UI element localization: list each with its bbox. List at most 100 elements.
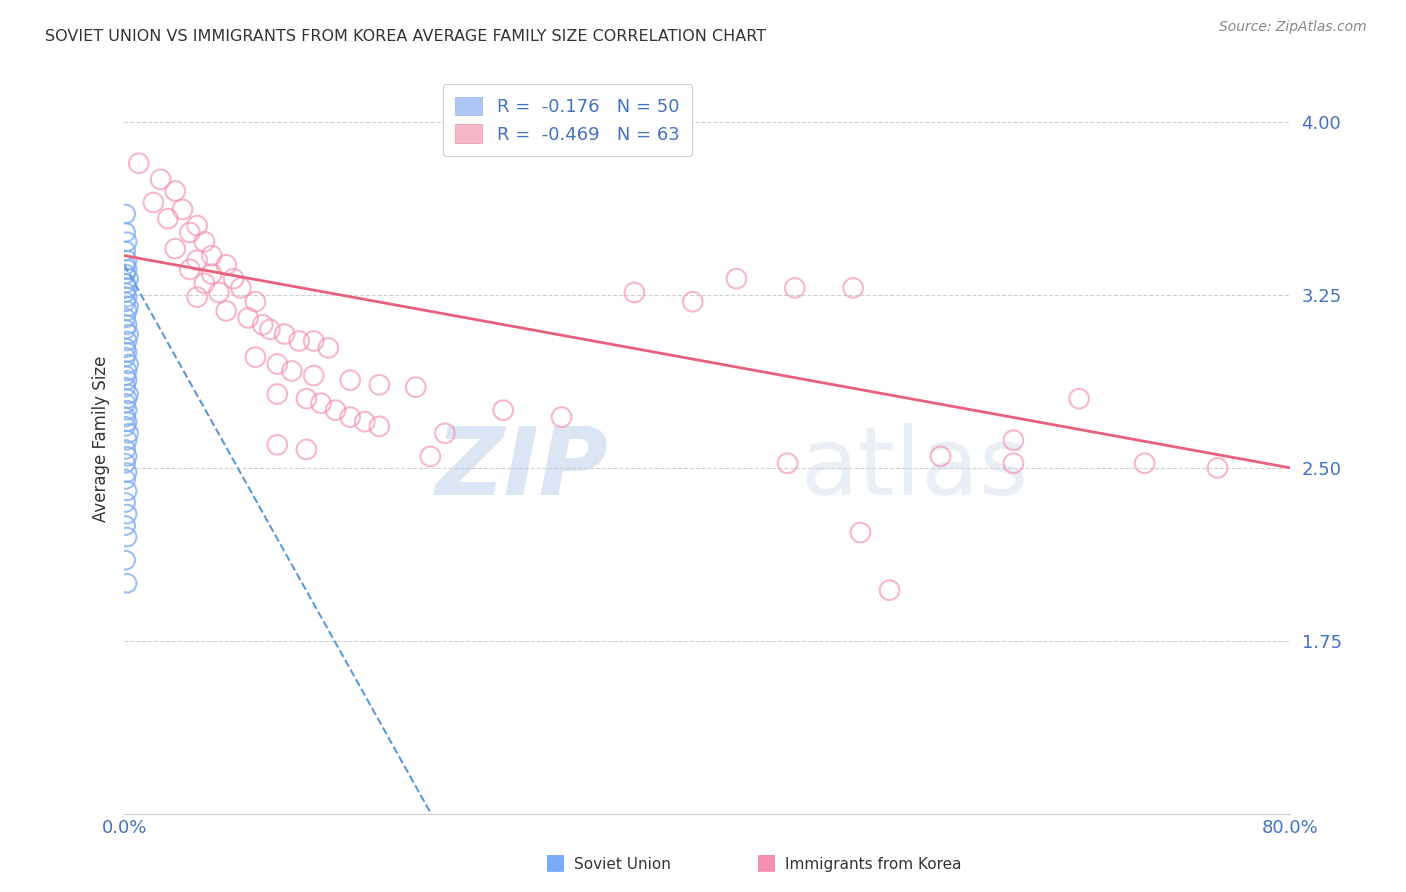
Point bbox=[115, 290, 138, 304]
Point bbox=[115, 373, 138, 387]
Point bbox=[114, 419, 136, 434]
Point bbox=[165, 242, 187, 256]
Point bbox=[149, 172, 172, 186]
Point bbox=[114, 341, 136, 355]
Point bbox=[725, 271, 748, 285]
Point bbox=[179, 262, 201, 277]
Text: Immigrants from Korea: Immigrants from Korea bbox=[785, 857, 962, 872]
Point bbox=[114, 456, 136, 470]
Point bbox=[115, 433, 138, 447]
Point bbox=[405, 380, 427, 394]
Point bbox=[419, 450, 441, 464]
Legend: R =  -0.176   N = 50, R =  -0.469   N = 63: R = -0.176 N = 50, R = -0.469 N = 63 bbox=[443, 85, 692, 156]
Point bbox=[172, 202, 194, 217]
Point bbox=[849, 525, 872, 540]
Point bbox=[295, 392, 318, 406]
Point bbox=[114, 267, 136, 281]
Point bbox=[245, 350, 267, 364]
Point bbox=[128, 156, 150, 170]
Point bbox=[114, 368, 136, 383]
Point bbox=[156, 211, 179, 226]
Point bbox=[1133, 456, 1156, 470]
Point bbox=[114, 410, 136, 425]
Point bbox=[302, 368, 325, 383]
Point bbox=[165, 184, 187, 198]
Point bbox=[295, 442, 318, 457]
Point bbox=[215, 304, 238, 318]
Point bbox=[215, 258, 238, 272]
Point bbox=[368, 377, 391, 392]
Point bbox=[201, 249, 224, 263]
Point bbox=[1002, 433, 1025, 447]
Point bbox=[1206, 461, 1229, 475]
Point bbox=[842, 281, 865, 295]
Point bbox=[266, 357, 288, 371]
Point bbox=[201, 267, 224, 281]
Point bbox=[302, 334, 325, 348]
Point bbox=[339, 373, 361, 387]
Point bbox=[245, 294, 267, 309]
Point bbox=[115, 450, 138, 464]
Point bbox=[115, 415, 138, 429]
Point bbox=[115, 507, 138, 521]
Text: atlas: atlas bbox=[800, 423, 1029, 515]
Point bbox=[117, 326, 139, 341]
Point bbox=[682, 294, 704, 309]
Point bbox=[114, 277, 136, 291]
Point bbox=[114, 350, 136, 364]
Point bbox=[266, 387, 288, 401]
Text: Source: ZipAtlas.com: Source: ZipAtlas.com bbox=[1219, 20, 1367, 34]
Point bbox=[115, 345, 138, 359]
Point bbox=[368, 419, 391, 434]
Point bbox=[550, 410, 572, 425]
Point bbox=[229, 281, 252, 295]
Point bbox=[115, 262, 138, 277]
Point bbox=[115, 530, 138, 544]
Text: SOVIET UNION VS IMMIGRANTS FROM KOREA AVERAGE FAMILY SIZE CORRELATION CHART: SOVIET UNION VS IMMIGRANTS FROM KOREA AV… bbox=[45, 29, 766, 44]
Point bbox=[115, 318, 138, 332]
Point bbox=[115, 334, 138, 348]
Point bbox=[115, 483, 138, 498]
Point bbox=[281, 364, 304, 378]
Point bbox=[115, 364, 138, 378]
Text: Soviet Union: Soviet Union bbox=[574, 857, 671, 872]
Point bbox=[114, 553, 136, 567]
Point bbox=[325, 403, 347, 417]
Point bbox=[117, 299, 139, 313]
Y-axis label: Average Family Size: Average Family Size bbox=[93, 356, 110, 522]
Point bbox=[273, 326, 295, 341]
Point bbox=[115, 304, 138, 318]
Point bbox=[783, 281, 806, 295]
Point bbox=[117, 357, 139, 371]
Point bbox=[114, 226, 136, 240]
Point bbox=[339, 410, 361, 425]
Point bbox=[114, 294, 136, 309]
Point bbox=[193, 235, 215, 249]
Point bbox=[1067, 392, 1090, 406]
Point bbox=[433, 426, 456, 441]
Point bbox=[115, 235, 138, 249]
Point bbox=[114, 207, 136, 221]
Point bbox=[114, 258, 136, 272]
Point bbox=[114, 244, 136, 258]
Point bbox=[117, 387, 139, 401]
Point bbox=[193, 277, 215, 291]
Text: ZIP: ZIP bbox=[436, 423, 609, 515]
Point bbox=[309, 396, 332, 410]
Point bbox=[114, 285, 136, 300]
Point bbox=[114, 442, 136, 457]
Point bbox=[114, 322, 136, 336]
Point bbox=[236, 310, 259, 325]
Point bbox=[776, 456, 799, 470]
Point bbox=[186, 253, 208, 268]
Point bbox=[114, 380, 136, 394]
Point bbox=[114, 495, 136, 509]
Point bbox=[117, 271, 139, 285]
Point bbox=[179, 226, 201, 240]
Point bbox=[114, 310, 136, 325]
Point bbox=[1002, 456, 1025, 470]
Point bbox=[115, 576, 138, 591]
Point bbox=[288, 334, 311, 348]
Point bbox=[353, 415, 375, 429]
Text: ■: ■ bbox=[546, 853, 565, 872]
